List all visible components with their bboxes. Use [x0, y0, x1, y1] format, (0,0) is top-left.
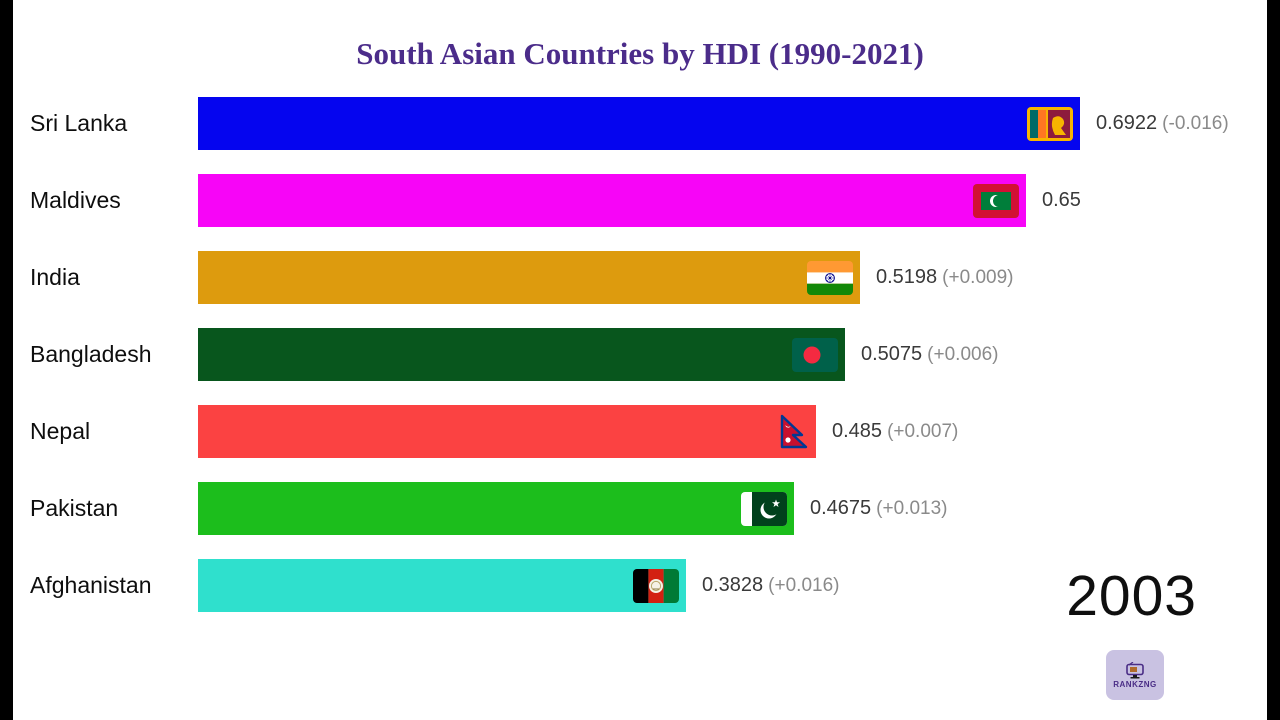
bar-row: Sri Lanka 0.6922 (-0.016): [0, 97, 1280, 150]
india-flag-icon: [807, 260, 853, 295]
country-label: Sri Lanka: [30, 110, 128, 136]
bar-wrap: 0.65: [198, 174, 1280, 227]
value-label: 0.3828 (+0.016): [702, 574, 839, 597]
country-label: Nepal: [30, 418, 91, 444]
bar-wrap: 0.6922 (-0.016): [198, 97, 1280, 150]
value-label: 0.5198 (+0.009): [876, 266, 1013, 289]
bar-row: Afghanistan 0.3828 (+0.016): [0, 559, 1280, 612]
country-label: Pakistan: [30, 495, 119, 521]
watermark-logo: RANKZNG: [1106, 650, 1164, 700]
country-label: India: [30, 264, 80, 290]
bar-row: Pakistan 0.4675 (+0.013): [0, 482, 1280, 535]
hdi-bar: [198, 559, 686, 612]
hdi-change: (+0.016): [768, 575, 840, 596]
country-label: Maldives: [30, 187, 121, 213]
pakistan-flag-icon: [741, 491, 787, 526]
letterbox-right: [1267, 0, 1280, 720]
value-label: 0.65: [1042, 189, 1086, 212]
bar-row: India 0.5198 (+0.009): [0, 251, 1280, 304]
hdi-value: 0.5198: [876, 266, 938, 288]
bar-wrap: 0.4675 (+0.013): [198, 482, 1280, 535]
hdi-change: (+0.009): [942, 267, 1014, 288]
bar-chart: Sri Lanka 0.6922 (-0.016) Maldives 0.65 I…: [0, 97, 1280, 636]
country-label: Bangladesh: [30, 341, 152, 367]
hdi-bar: [198, 97, 1080, 150]
hdi-value: 0.6922: [1096, 112, 1158, 134]
bar-wrap: 0.5198 (+0.009): [198, 251, 1280, 304]
tv-icon: [1124, 661, 1146, 679]
bar-row: Nepal 0.485 (+0.007): [0, 405, 1280, 458]
hdi-bar: [198, 251, 860, 304]
value-label: 0.4675 (+0.013): [810, 497, 947, 520]
bar-wrap: 0.5075 (+0.006): [198, 328, 1280, 381]
bangladesh-flag-icon: [792, 337, 838, 372]
hdi-bar: [198, 405, 816, 458]
hdi-bar: [198, 482, 794, 535]
bar-row: Bangladesh 0.5075 (+0.006): [0, 328, 1280, 381]
hdi-change: (+0.006): [927, 344, 999, 365]
sri-lanka-flag-icon: [1027, 106, 1073, 141]
hdi-bar: [198, 174, 1026, 227]
hdi-bar: [198, 328, 845, 381]
hdi-change: (-0.016): [1162, 113, 1229, 134]
watermark-text: RANKZNG: [1113, 679, 1157, 689]
chart-title: South Asian Countries by HDI (1990-2021): [356, 36, 924, 71]
hdi-value: 0.3828: [702, 574, 764, 596]
year-label: 2003: [1066, 564, 1197, 628]
hdi-change: (+0.007): [887, 421, 959, 442]
hdi-value: 0.65: [1042, 189, 1081, 211]
hdi-value: 0.485: [832, 420, 883, 442]
hdi-change: (+0.013): [876, 498, 948, 519]
country-label: Afghanistan: [30, 572, 152, 598]
value-label: 0.485 (+0.007): [832, 420, 958, 443]
value-label: 0.5075 (+0.006): [861, 343, 998, 366]
nepal-flag-icon: [779, 414, 809, 450]
bar-wrap: 0.485 (+0.007): [198, 405, 1280, 458]
bar-wrap: 0.3828 (+0.016): [198, 559, 1280, 612]
afghanistan-flag-icon: [633, 568, 679, 603]
bar-row: Maldives 0.65: [0, 174, 1280, 227]
hdi-value: 0.4675: [810, 497, 872, 519]
hdi-value: 0.5075: [861, 343, 923, 365]
value-label: 0.6922 (-0.016): [1096, 112, 1229, 135]
maldives-flag-icon: [973, 183, 1019, 218]
letterbox-left: [0, 0, 13, 720]
